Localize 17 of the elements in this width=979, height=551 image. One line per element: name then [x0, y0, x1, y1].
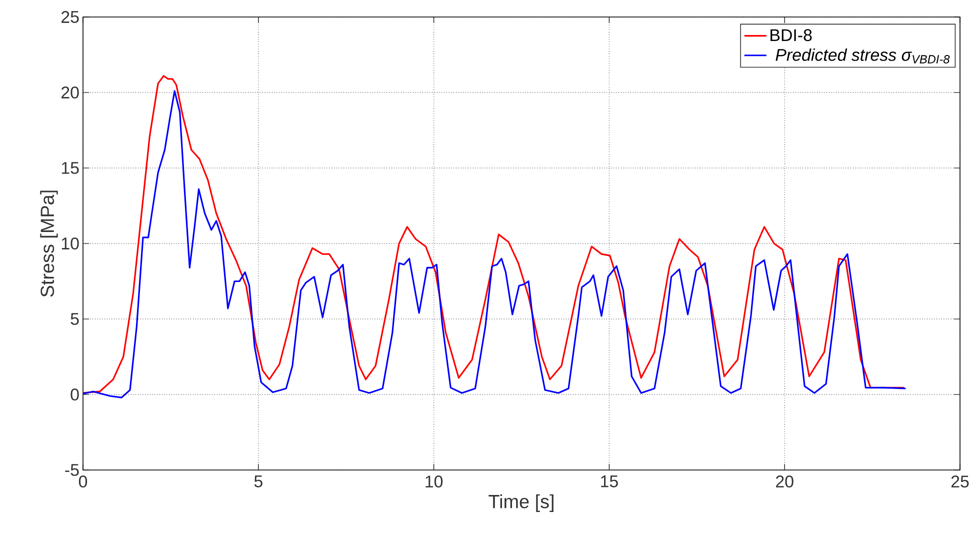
x-tick-label: 0: [78, 476, 88, 488]
x-tick-label: 20: [776, 476, 794, 488]
y-axis-title: Stress [MPa]: [40, 190, 58, 297]
legend-label: BDI-8: [770, 29, 812, 42]
y-tick-label: 20: [62, 86, 79, 98]
x-axis-title: Time [s]: [488, 494, 554, 512]
y-tick-label: 5: [70, 313, 79, 325]
y-tick-label: 15: [62, 162, 79, 174]
legend-label: Predicted stress σ$_{VBDI-8}$: [776, 48, 950, 64]
y-tick-label: 10: [62, 238, 79, 250]
x-tick-label: 15: [601, 476, 618, 488]
y-tick-label: 25: [62, 11, 79, 23]
x-tick-label: 25: [951, 476, 969, 488]
y-tick-label: 0: [70, 388, 79, 400]
x-tick-label: 10: [426, 476, 443, 488]
x-tick-label: 5: [254, 476, 262, 488]
y-tick-label: -5: [65, 464, 79, 476]
